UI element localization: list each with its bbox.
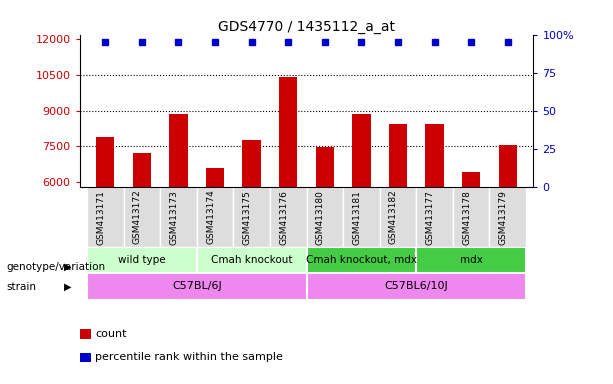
Text: GSM413180: GSM413180 — [316, 190, 325, 245]
Bar — [306, 273, 526, 300]
Bar — [453, 187, 489, 247]
Bar — [87, 187, 124, 247]
Text: GSM413171: GSM413171 — [96, 190, 105, 245]
Bar — [243, 140, 261, 187]
Text: Cmah knockout: Cmah knockout — [211, 255, 292, 265]
Text: percentile rank within the sample: percentile rank within the sample — [95, 352, 283, 362]
Bar — [425, 124, 444, 187]
Text: GSM413181: GSM413181 — [352, 190, 362, 245]
Text: Cmah knockout, mdx: Cmah knockout, mdx — [306, 255, 417, 265]
Bar — [279, 77, 297, 187]
Bar — [489, 187, 526, 247]
Bar — [462, 172, 480, 187]
Bar — [416, 247, 526, 273]
Bar — [169, 114, 188, 187]
Text: ▶: ▶ — [64, 262, 72, 272]
Bar — [498, 145, 517, 187]
Text: GSM413178: GSM413178 — [462, 190, 471, 245]
Bar — [96, 137, 115, 187]
Bar — [316, 147, 334, 187]
Text: count: count — [95, 329, 126, 339]
Bar — [197, 247, 306, 273]
Title: GDS4770 / 1435112_a_at: GDS4770 / 1435112_a_at — [218, 20, 395, 33]
Text: wild type: wild type — [118, 255, 166, 265]
Text: GSM413179: GSM413179 — [499, 190, 508, 245]
Text: C57BL6/10J: C57BL6/10J — [384, 281, 448, 291]
Bar — [87, 273, 306, 300]
Text: mdx: mdx — [460, 255, 482, 265]
Bar — [124, 187, 160, 247]
Bar — [87, 247, 197, 273]
Text: genotype/variation: genotype/variation — [6, 262, 105, 272]
Bar — [160, 187, 197, 247]
Text: GSM413174: GSM413174 — [206, 190, 215, 244]
Text: strain: strain — [6, 282, 36, 292]
Bar — [389, 124, 407, 187]
Bar — [306, 247, 416, 273]
Bar — [379, 187, 416, 247]
Bar — [234, 187, 270, 247]
Text: ▶: ▶ — [64, 282, 72, 292]
Text: GSM413177: GSM413177 — [425, 190, 435, 245]
Bar — [416, 187, 453, 247]
Text: GSM413176: GSM413176 — [279, 190, 288, 245]
Text: GSM413173: GSM413173 — [169, 190, 178, 245]
Bar — [306, 187, 343, 247]
Text: GSM413182: GSM413182 — [389, 190, 398, 244]
Text: GSM413175: GSM413175 — [243, 190, 251, 245]
Bar — [343, 187, 379, 247]
Bar — [270, 187, 306, 247]
Bar — [206, 167, 224, 187]
Bar — [352, 114, 370, 187]
Bar — [133, 153, 151, 187]
Text: GSM413172: GSM413172 — [133, 190, 142, 244]
Bar — [197, 187, 234, 247]
Text: C57BL/6J: C57BL/6J — [172, 281, 222, 291]
